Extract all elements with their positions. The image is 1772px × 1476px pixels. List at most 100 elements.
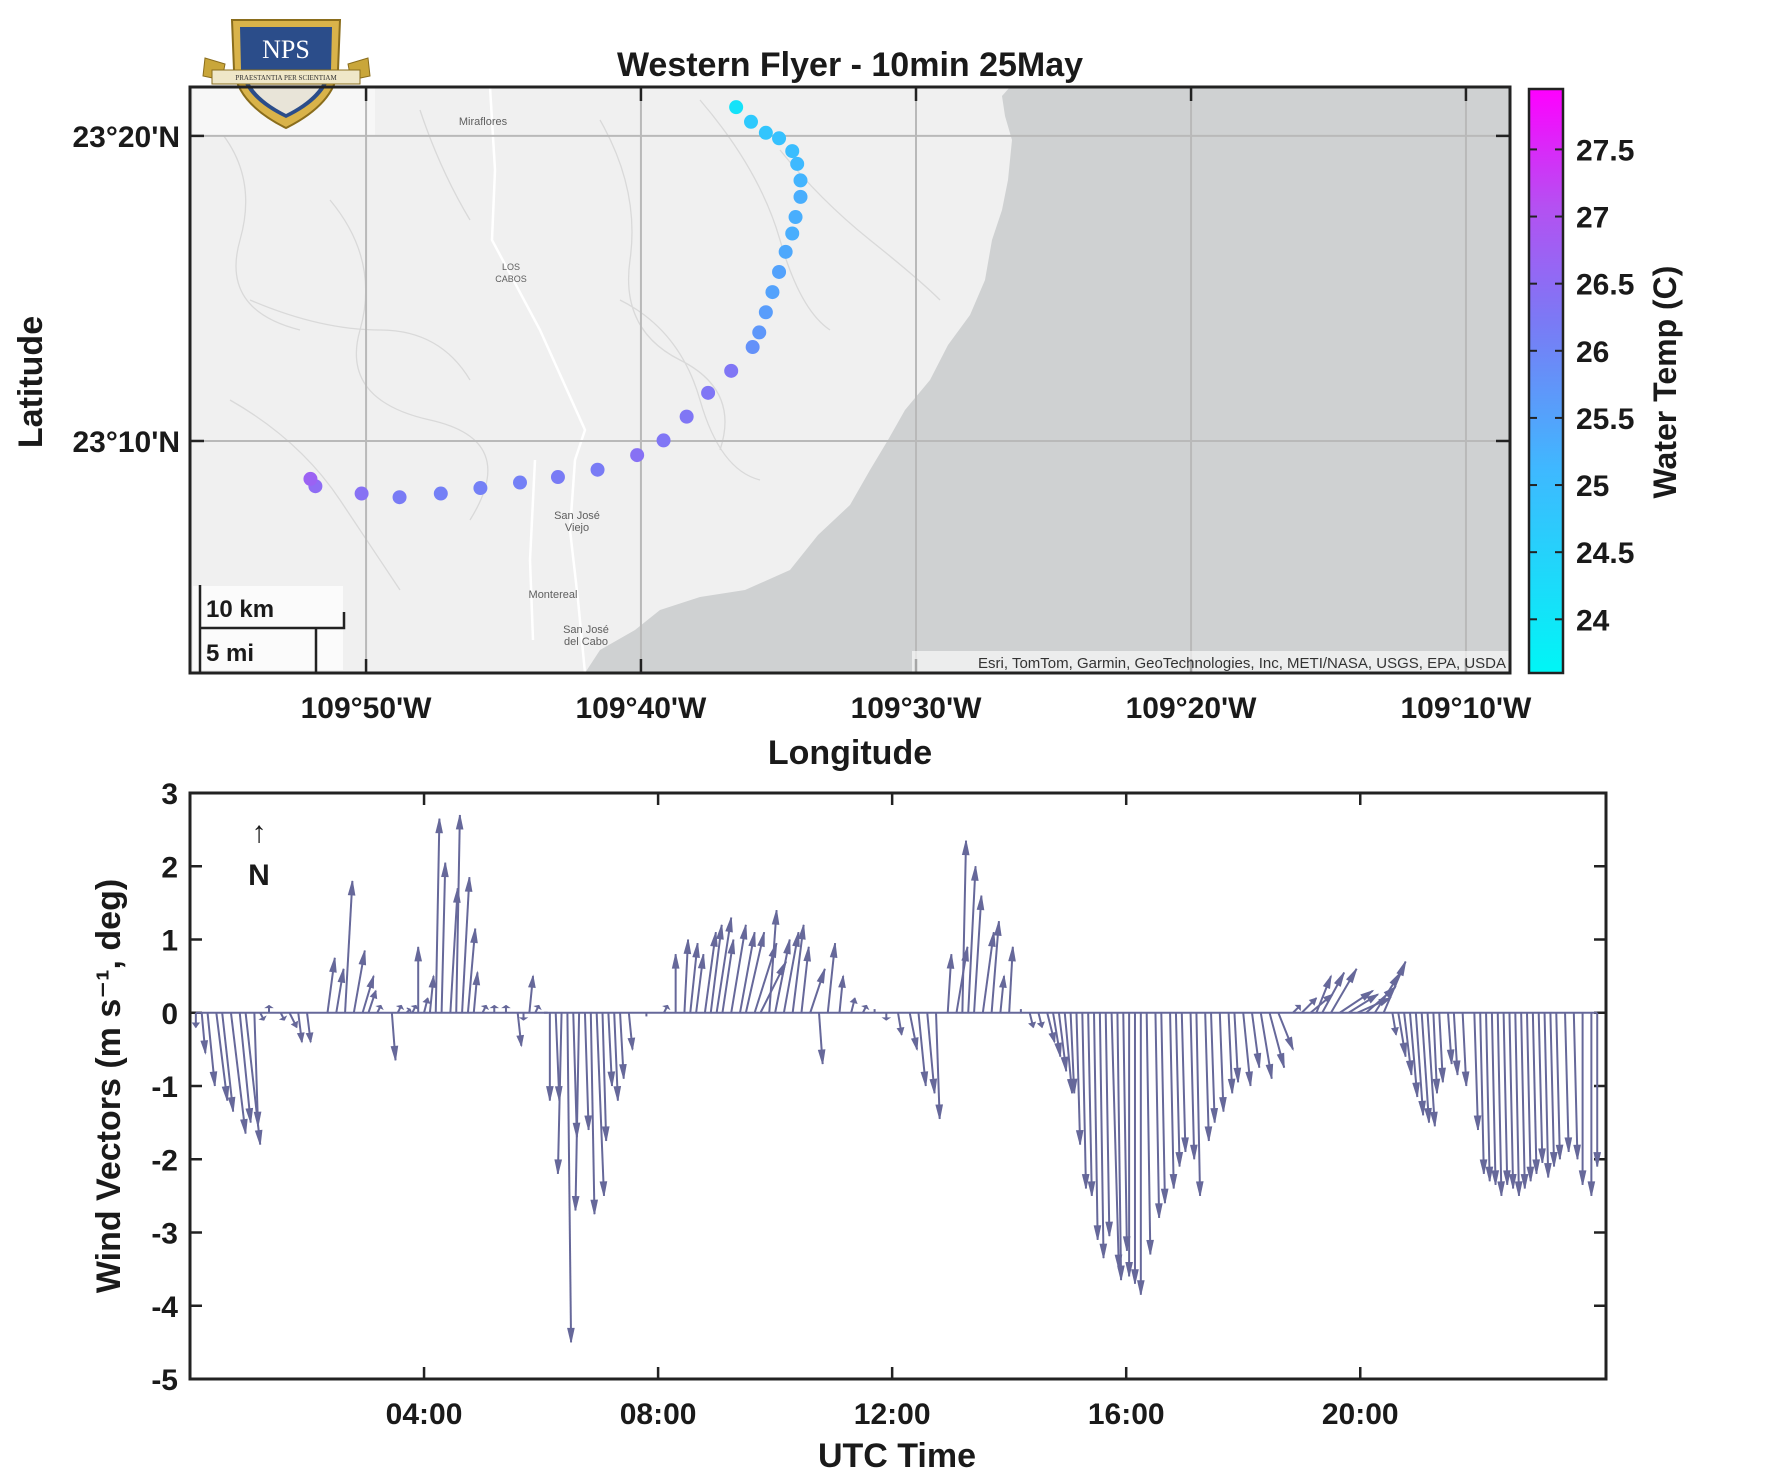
wind-vector <box>1531 1012 1541 1175</box>
wind-vector <box>1008 946 1016 1013</box>
wind-vector <box>566 1012 575 1343</box>
wind-vector <box>1564 1012 1573 1153</box>
wind-vector <box>518 1012 529 1021</box>
wind-vector <box>619 1012 627 1079</box>
wind-vector <box>861 1004 870 1014</box>
roads <box>488 87 587 673</box>
colorbar-ticks: 24 24.5 25 25.5 26 26.5 27 27.5 <box>1529 134 1634 637</box>
track-point <box>785 226 800 241</box>
wind-vector <box>1204 1012 1213 1142</box>
wind-xtick-label: 04:00 <box>386 1398 463 1431</box>
wind-vector <box>1081 1012 1090 1189</box>
wind-vector <box>1242 1012 1253 1087</box>
wind-vector <box>344 880 356 1013</box>
colorbar-tick-label: 25.5 <box>1576 403 1634 436</box>
wind-vector <box>1496 1012 1505 1197</box>
lat-tick-label: 23°20'N <box>72 121 180 154</box>
track-point <box>656 433 671 448</box>
wind-vector <box>926 1012 938 1094</box>
wind-vector <box>1397 1012 1408 1057</box>
track-point <box>793 173 808 188</box>
wind-ytick-label: -1 <box>151 1071 178 1104</box>
track-point <box>392 490 407 505</box>
wind-vector <box>200 1012 209 1055</box>
track-point <box>788 210 803 225</box>
wind-vector <box>1195 1012 1204 1197</box>
wind-vector <box>466 928 478 1013</box>
wind-vector <box>1408 1012 1420 1098</box>
wind-vector <box>1154 1012 1163 1218</box>
wind-vector <box>395 1004 405 1014</box>
wind-vector <box>881 1012 892 1021</box>
wind-vector <box>390 1012 399 1061</box>
wind-vector <box>367 989 378 1014</box>
track-point <box>724 363 739 378</box>
wind-vector <box>191 1012 201 1029</box>
wind-vector <box>730 924 748 1013</box>
place-label: CABOS <box>495 274 527 284</box>
wind-vector <box>800 946 811 1013</box>
wind-xlabel: UTC Time <box>818 1437 976 1475</box>
wind-vector <box>352 950 367 1013</box>
colorbar-tick-label: 26 <box>1576 336 1609 369</box>
wind-vector <box>278 1012 288 1021</box>
wind-vector <box>434 818 443 1013</box>
wind-vector <box>662 1004 671 1014</box>
wind-vector <box>221 1012 236 1112</box>
wind-vector <box>1233 1012 1242 1083</box>
wind-vector <box>326 957 337 1013</box>
wind-vector <box>1432 1012 1441 1094</box>
wind-xtick-label: 12:00 <box>854 1398 931 1431</box>
wind-vector <box>1036 1012 1045 1029</box>
wind-vector <box>601 1012 610 1142</box>
colorbar-tick-label: 24.5 <box>1576 537 1634 570</box>
wind-vector <box>480 1004 490 1014</box>
wind-vector <box>1438 1012 1446 1083</box>
wind-vector <box>1093 1012 1102 1240</box>
wind-vector <box>1420 1012 1432 1123</box>
wind-vector <box>1403 1012 1414 1076</box>
wind-xtick-label: 16:00 <box>1088 1398 1165 1431</box>
wind-vector <box>244 1012 263 1145</box>
wind-vector <box>215 1012 230 1101</box>
wind-vector <box>744 931 766 1013</box>
wind-vector <box>981 931 996 1013</box>
attribution-backdrop <box>912 651 1510 673</box>
wind-vector <box>238 1012 254 1123</box>
lon-tick-label: 109°30'W <box>851 692 983 725</box>
wind-vector <box>253 1012 262 1127</box>
wind-ytick-label: 3 <box>161 778 178 811</box>
wind-xtick-label: 20:00 <box>1322 1398 1399 1431</box>
wind-vector <box>768 910 780 1013</box>
wind-vector <box>206 1012 218 1087</box>
wind-vector <box>967 866 979 1013</box>
wind-vector <box>229 1012 248 1134</box>
wind-ytick-label: -5 <box>151 1364 178 1397</box>
wind-vector <box>671 954 680 1013</box>
wind-vector <box>1169 1012 1178 1189</box>
track-point <box>513 475 527 490</box>
wind-vector <box>1116 1012 1125 1281</box>
wind-vector <box>1218 1012 1227 1112</box>
wind-vector <box>1189 1012 1198 1160</box>
wind-vector <box>1087 1012 1096 1197</box>
track-point <box>765 285 780 300</box>
wind-vector <box>1490 1012 1500 1186</box>
wind-ytick-label: 0 <box>161 998 178 1031</box>
wind-vector <box>1572 1012 1581 1160</box>
wind-vector <box>973 895 985 1013</box>
wind-vector <box>335 968 346 1013</box>
wind-vector <box>1537 1012 1546 1164</box>
wind-vector <box>571 1012 581 1211</box>
wind-vector <box>1578 1012 1587 1186</box>
track-point <box>772 131 787 146</box>
wind-vector <box>461 877 473 1013</box>
wind-vector <box>896 1012 905 1036</box>
map-grid <box>190 87 1510 673</box>
track-points <box>303 100 808 505</box>
wind-vector <box>990 921 1002 1013</box>
wind-vector <box>1485 1012 1494 1182</box>
lon-tick-label: 109°10'W <box>1401 692 1533 725</box>
